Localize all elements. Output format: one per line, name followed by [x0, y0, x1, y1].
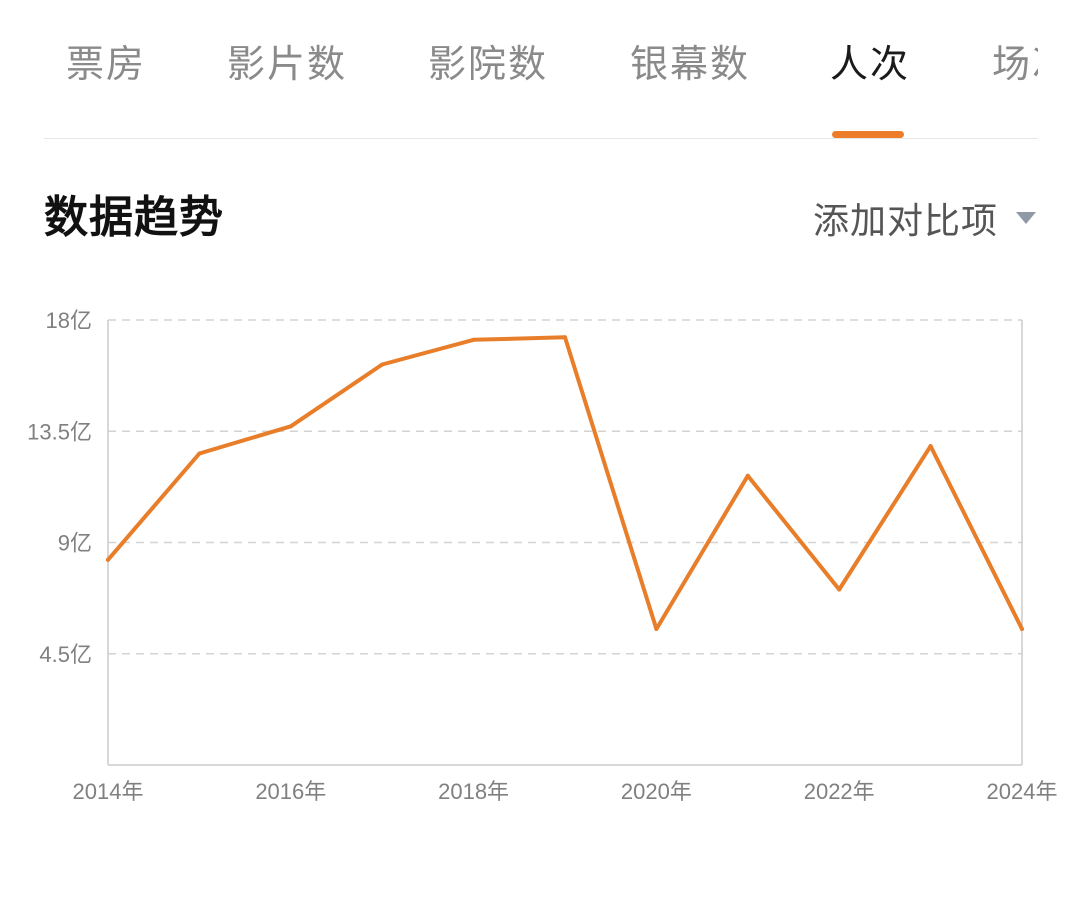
data-point — [928, 444, 933, 449]
data-point — [563, 335, 567, 340]
y-tick-label: 9亿 — [58, 531, 92, 556]
tab-screen-count[interactable]: 银幕数 — [630, 42, 751, 86]
tab-film-count[interactable]: 影片数 — [227, 42, 348, 86]
y-tick-label: 13.5亿 — [27, 419, 92, 444]
data-point — [745, 473, 750, 478]
x-tick-label: 2014年 — [73, 779, 144, 804]
data-point — [288, 424, 293, 429]
tab-box-office[interactable]: 票房 — [66, 42, 147, 86]
x-tick-label: 2018年 — [438, 779, 509, 804]
add-comparison-label: 添加对比项 — [812, 201, 998, 242]
data-point — [197, 451, 202, 456]
caret-down-icon — [1016, 212, 1036, 224]
y-tick-label: 4.5亿 — [39, 642, 92, 667]
x-tick-label: 2022年 — [804, 779, 875, 804]
data-point — [471, 337, 476, 342]
x-tick-label: 2024年 — [987, 779, 1058, 804]
data-point — [654, 627, 659, 632]
admissions-series-line — [106, 335, 1024, 631]
admissions-line-chart: 4.5亿 9亿 13.5亿 18亿 2014年 2016年 2018年 2020年 2022年 2… — [27, 308, 1058, 804]
section-title: 数据趋势 — [44, 192, 224, 243]
tab-cinema-count[interactable]: 影院数 — [428, 42, 549, 86]
add-comparison-dropdown[interactable]: 添加对比项 — [813, 192, 1036, 244]
x-tick-label: 2016年 — [255, 779, 326, 804]
data-point — [1020, 627, 1024, 632]
data-point — [837, 587, 842, 592]
active-tab-indicator — [832, 131, 904, 138]
tab-screenings[interactable]: 场次 — [992, 42, 1038, 86]
data-point — [380, 362, 385, 367]
x-tick-label: 2020年 — [621, 779, 692, 804]
metric-tabs: 票房 影片数 影院数 银幕数 人次 场次 — [44, 0, 1038, 139]
data-point — [106, 557, 110, 562]
y-tick-label: 18亿 — [46, 308, 92, 333]
tab-admissions[interactable]: 人次 — [830, 42, 911, 86]
